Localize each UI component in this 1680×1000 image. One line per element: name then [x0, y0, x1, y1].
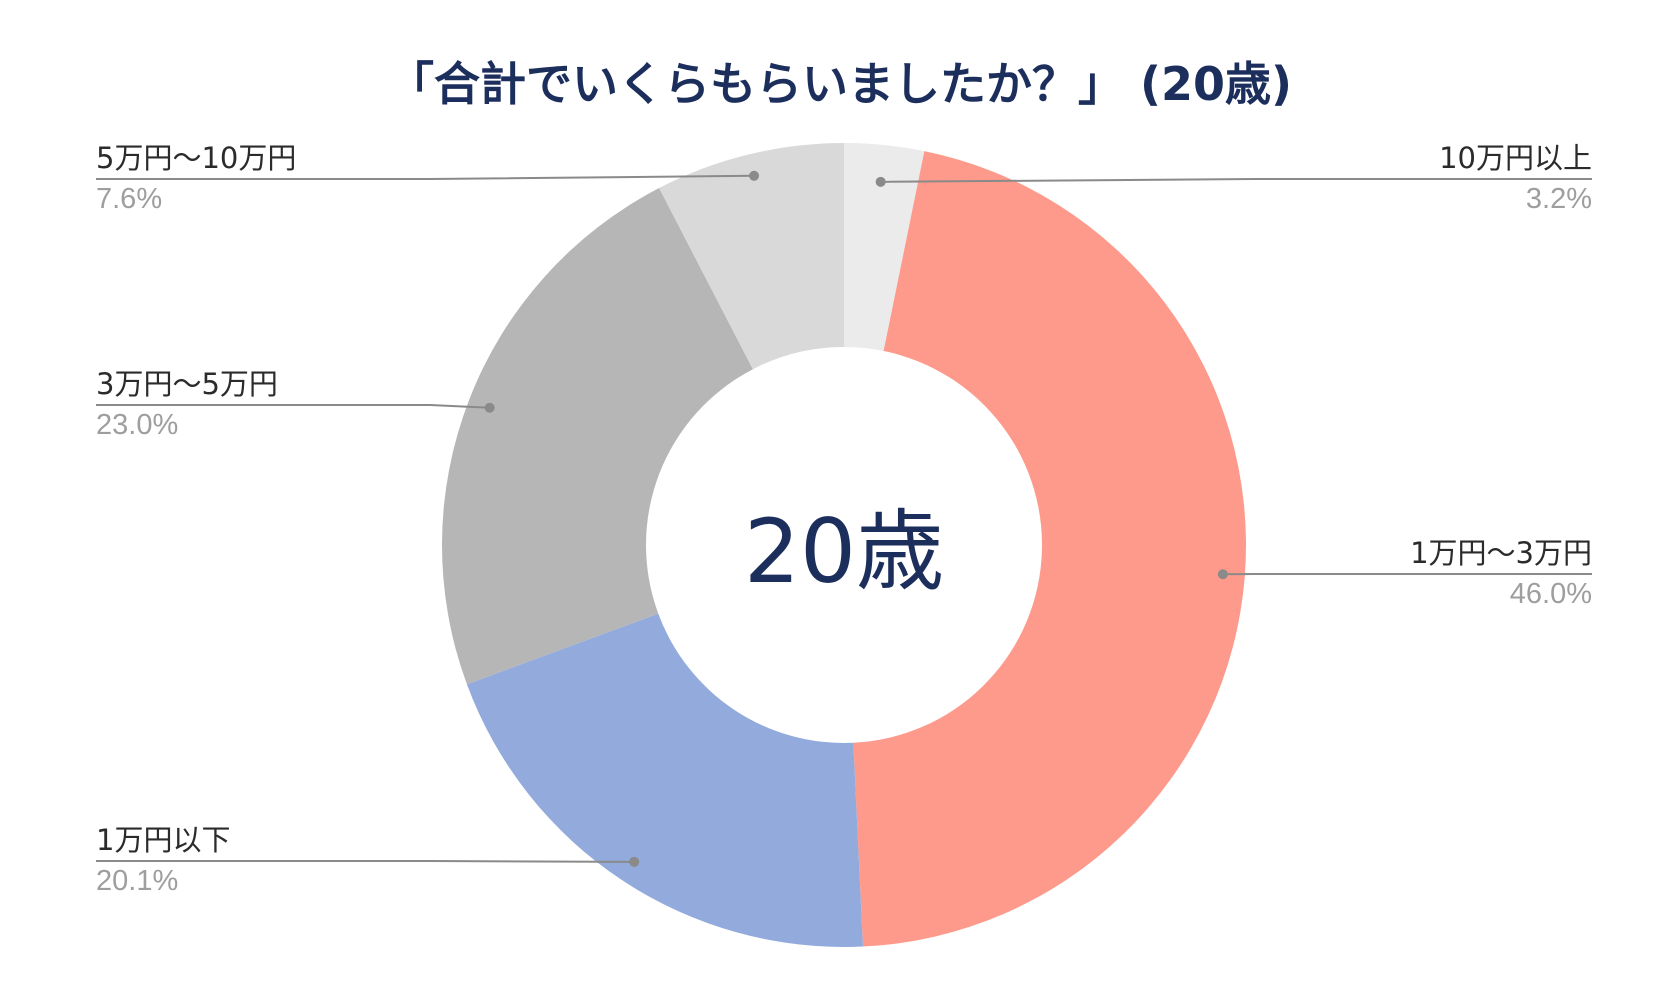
leader-dot-3 [484, 402, 495, 413]
leader-line-3 [96, 404, 490, 409]
leader-dot-0 [875, 176, 886, 187]
leader-line-2 [96, 860, 635, 863]
slice-labels: 10万円以上 3.2% 1万円〜3万円 46.0% 1万円以下 20.1% 3万円〜5万円 2… [96, 141, 1592, 897]
slice-label-group-2: 1万円以下 20.1% [96, 823, 640, 897]
slice-label-group-4: 5万円〜10万円 7.6% [96, 141, 760, 215]
percent-label-2: 20.1% [96, 865, 178, 897]
slice-label-group-0: 10万円以上 3.2% [875, 141, 1592, 215]
donut-slices [442, 143, 1246, 947]
percent-label-1: 46.0% [1510, 578, 1592, 610]
leader-line-0 [880, 178, 1592, 183]
percent-label-0: 3.2% [1526, 183, 1592, 215]
leader-line-4 [96, 174, 755, 180]
leader-dot-2 [629, 856, 640, 867]
leader-dot-1 [1217, 569, 1228, 580]
slice-label-group-1: 1万円〜3万円 46.0% [1217, 536, 1592, 610]
category-label-3: 3万円〜5万円 [96, 367, 278, 401]
percent-label-4: 7.6% [96, 183, 162, 215]
slice-3 [442, 188, 753, 685]
slice-2 [466, 613, 863, 947]
slice-4 [659, 143, 844, 370]
category-label-4: 5万円〜10万円 [96, 141, 296, 175]
slice-0 [844, 143, 925, 351]
category-label-2: 1万円以下 [96, 823, 230, 857]
category-label-1: 1万円〜3万円 [1410, 536, 1592, 570]
percent-label-3: 23.0% [96, 409, 178, 441]
category-label-0: 10万円以上 [1439, 141, 1592, 175]
center-label: 20歳 [744, 500, 944, 603]
slice-1 [853, 151, 1246, 947]
slice-label-group-3: 3万円〜5万円 23.0% [96, 367, 495, 441]
leader-dot-4 [749, 170, 760, 181]
chart-title: 「合計でいくらもらいましたか？」 (20歳) [388, 57, 1292, 111]
